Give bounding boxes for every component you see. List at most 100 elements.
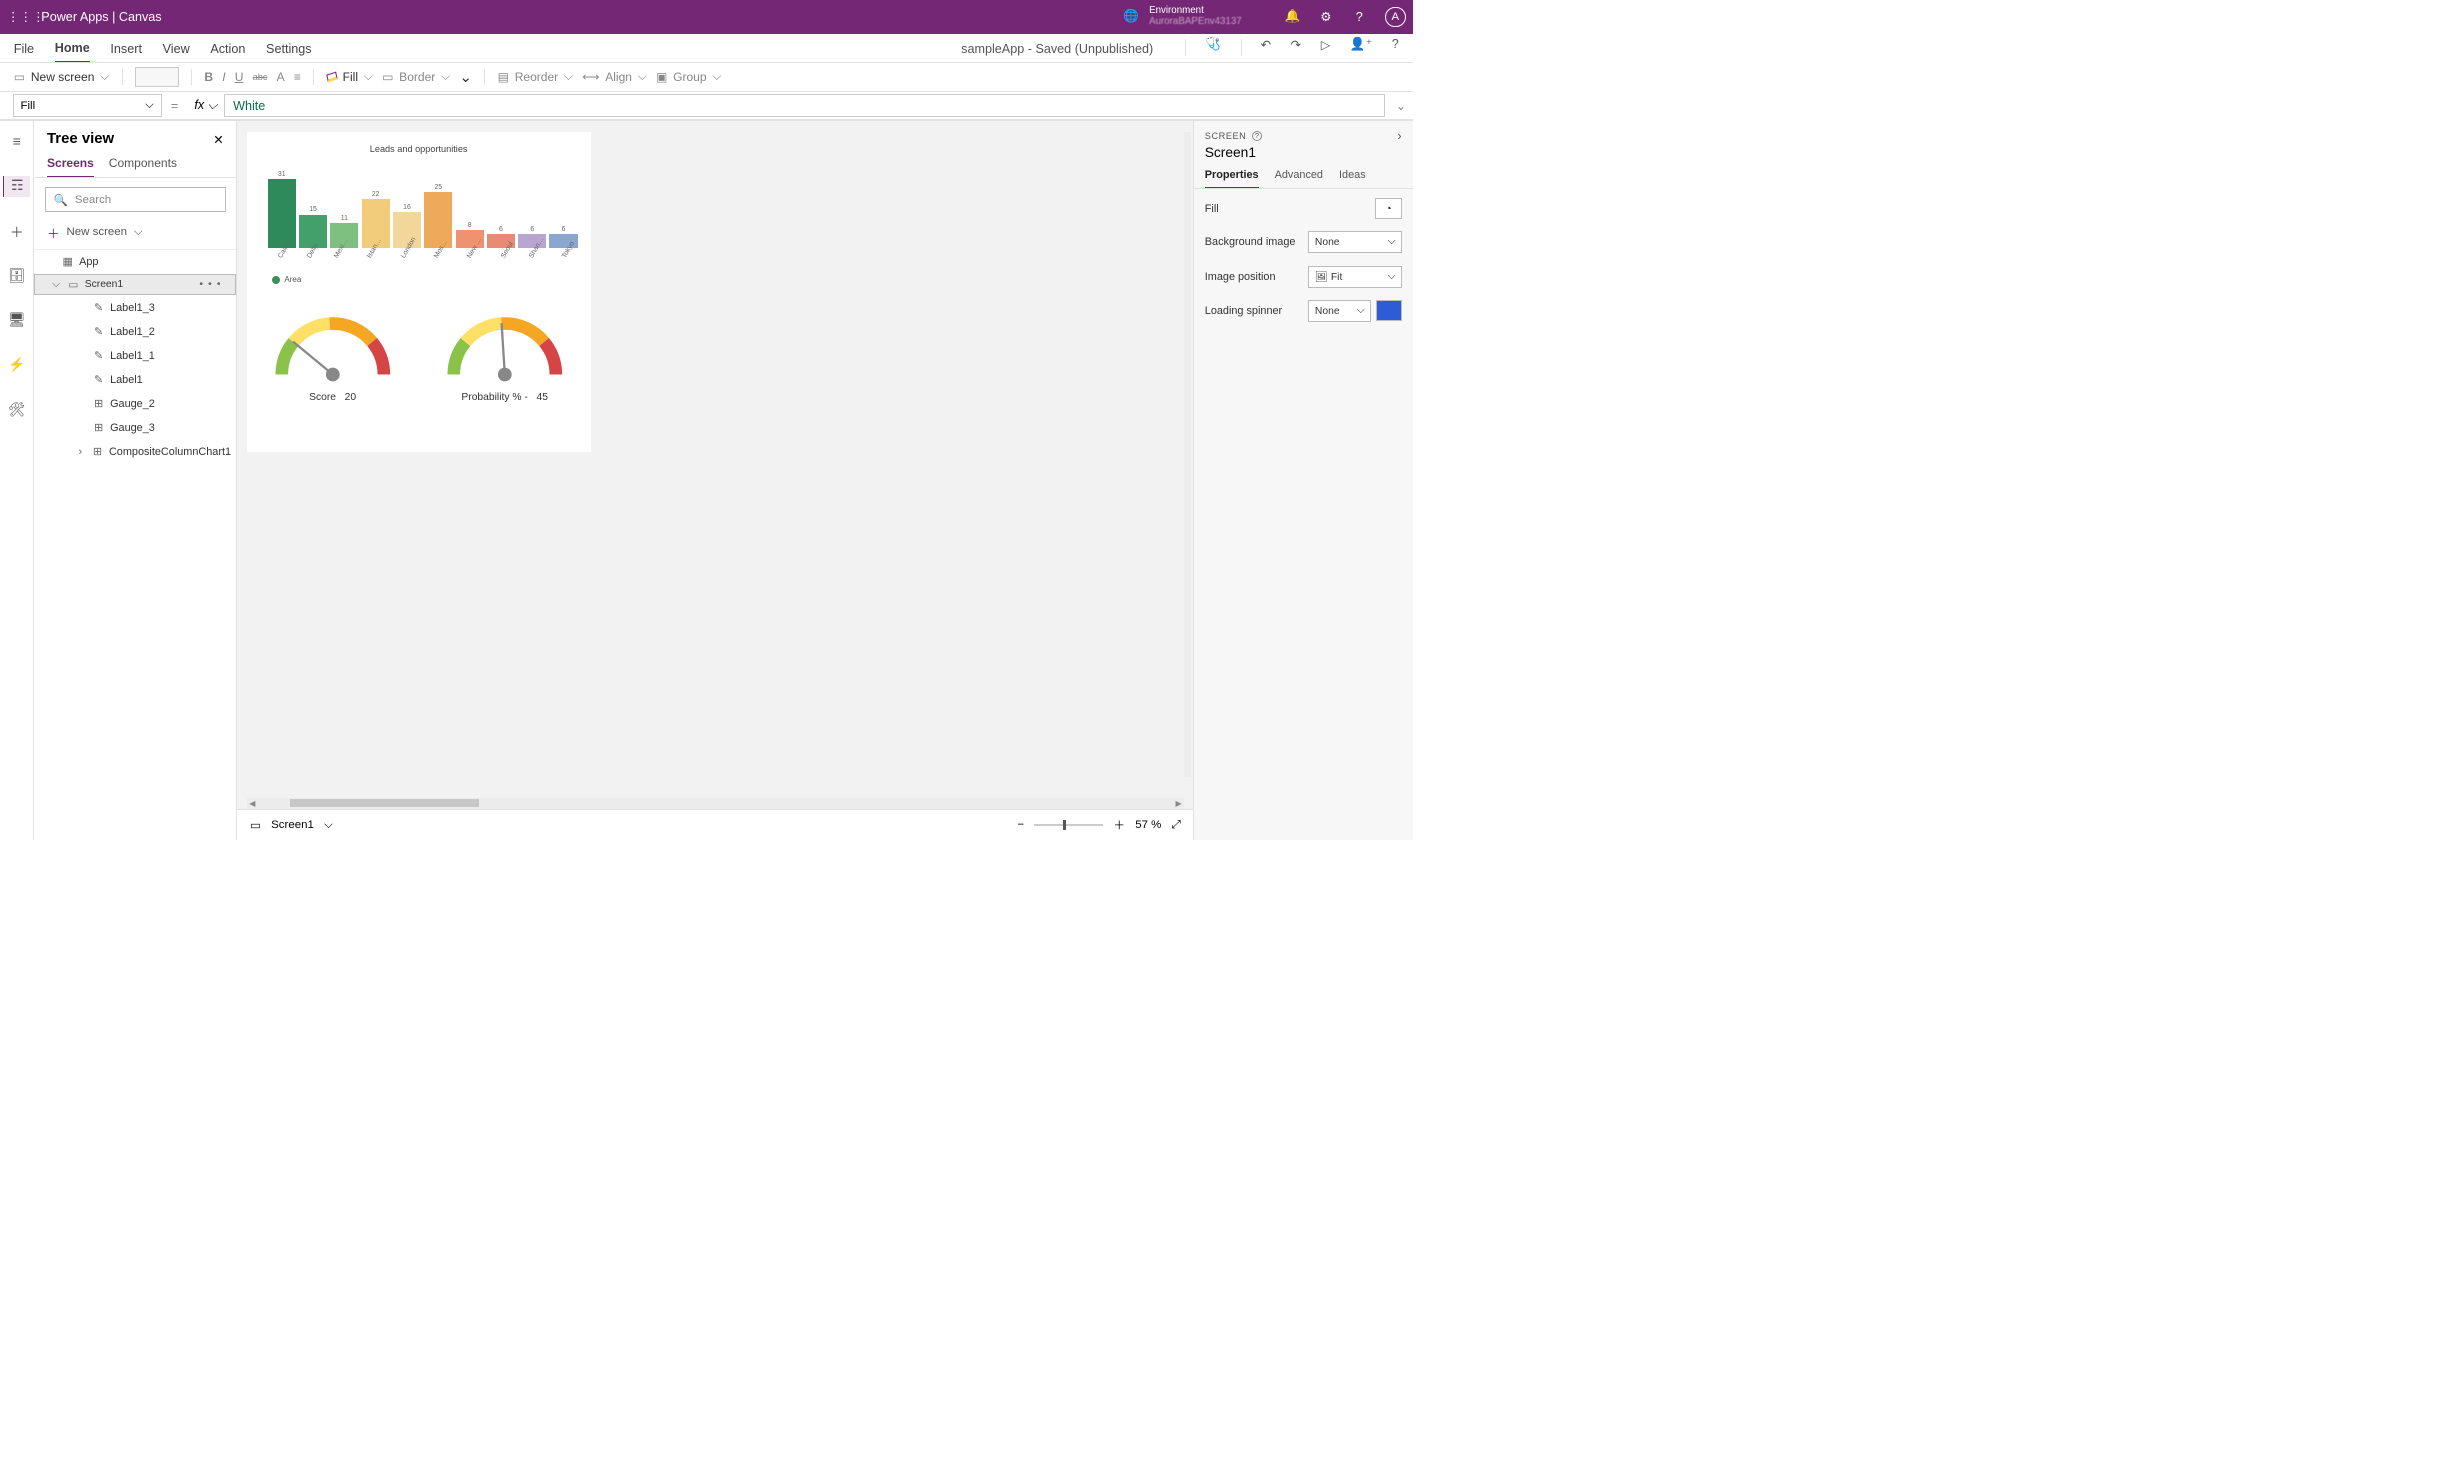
tree-node-more-icon[interactable]: • • • <box>199 279 221 290</box>
app-status: sampleApp - Saved (Unpublished) <box>961 42 1153 62</box>
chevron-down-icon[interactable]: ⌵ <box>324 819 333 832</box>
app-checker-icon[interactable]: 🩺 <box>1205 37 1221 58</box>
info-icon[interactable]: ? <box>1252 131 1262 141</box>
notifications-icon[interactable]: 🔔 <box>1276 9 1309 24</box>
group-button[interactable]: ▣ Group⌵ <box>656 69 721 84</box>
fill-icon <box>326 71 338 82</box>
tree-title: Tree view <box>47 131 114 147</box>
rail-advanced-tools-icon[interactable]: 🛠 <box>3 399 31 420</box>
formula-input[interactable]: White <box>224 94 1385 117</box>
screen-checkbox-icon[interactable]: ▭ <box>250 818 261 832</box>
zoom-in-button[interactable]: ＋ <box>1113 817 1124 833</box>
gauge[interactable]: Probability % - 45 <box>436 300 574 403</box>
help2-icon[interactable]: ? <box>1392 37 1399 57</box>
chart-title: Leads and opportunities <box>247 132 591 153</box>
tree-node-screen1[interactable]: ⌵▭Screen1• • • <box>34 274 236 296</box>
menu-action[interactable]: Action <box>210 42 245 62</box>
chevron-down-icon: ⌵ <box>145 99 154 112</box>
prop-imgpos-label: Image position <box>1205 271 1276 283</box>
play-icon[interactable]: ▷ <box>1321 37 1331 58</box>
design-canvas[interactable]: Leads and opportunities 3115112216258666… <box>247 132 591 452</box>
bar[interactable]: 31 <box>266 171 297 248</box>
app-launcher-icon[interactable]: ⋮⋮⋮ <box>7 9 30 24</box>
menu-view[interactable]: View <box>163 42 190 62</box>
underline-button[interactable]: U <box>235 70 244 84</box>
undo-icon[interactable]: ↶ <box>1261 37 1272 58</box>
align-icon: ⟷ <box>582 70 599 84</box>
tree-node[interactable]: ⊞Gauge_3 <box>34 416 236 440</box>
column-chart[interactable]: 3115112216258666 CairoDelhiMexico ...Ist… <box>266 162 579 271</box>
legend-swatch <box>272 276 280 284</box>
rtab-advanced[interactable]: Advanced <box>1275 169 1323 188</box>
rtab-ideas[interactable]: Ideas <box>1339 169 1366 188</box>
property-selector[interactable]: Fill ⌵ <box>13 94 162 117</box>
tree-node[interactable]: ✎Label1_3 <box>34 295 236 319</box>
chevron-down-icon: ⌵ <box>364 69 373 84</box>
screen-icon: ▭ <box>14 70 25 84</box>
search-icon: 🔍 <box>54 193 68 207</box>
tree-node[interactable]: ›⊞CompositeColumnChart1 <box>34 440 236 464</box>
prop-fill-button[interactable]: ◔ <box>1375 198 1403 219</box>
rail-treeview-icon[interactable]: ☶ <box>3 176 31 197</box>
bold-button[interactable]: B <box>204 70 213 84</box>
tree-tab-screens[interactable]: Screens <box>47 156 94 177</box>
text-align-button[interactable]: ≡ <box>294 70 301 84</box>
font-size-select[interactable] <box>135 67 179 86</box>
status-screen-name[interactable]: Screen1 <box>271 819 314 831</box>
fx-icon[interactable]: fx ⌵ <box>187 98 224 113</box>
tree-node[interactable]: ✎Label1_1 <box>34 344 236 368</box>
prop-bgimage-select[interactable]: None⌵ <box>1308 231 1402 253</box>
rpanel-title: Screen1 <box>1194 145 1412 166</box>
gauge[interactable]: Score 20 <box>264 300 402 403</box>
zoom-slider[interactable] <box>1034 824 1103 826</box>
tree-new-screen-button[interactable]: ＋ New screen ⌵ <box>34 218 236 249</box>
rail-hamburger-icon[interactable]: ≡ <box>3 131 31 152</box>
tree-node-app[interactable]: ▦App <box>34 250 236 274</box>
canvas-vertical-scrollbar[interactable] <box>1184 132 1191 777</box>
fill-button[interactable]: Fill ⌵ <box>327 69 373 84</box>
strike-button[interactable]: abc <box>253 72 268 82</box>
rpanel-kind: SCREEN <box>1205 131 1247 141</box>
redo-icon[interactable]: ↷ <box>1291 37 1302 58</box>
menu-settings[interactable]: Settings <box>266 42 312 62</box>
help-icon[interactable]: ? <box>1343 10 1376 24</box>
prop-spinner-color[interactable] <box>1376 300 1402 321</box>
rail-data-icon[interactable]: 🗄 <box>3 265 31 286</box>
formula-expand-icon[interactable]: ⌄ <box>1390 98 1413 113</box>
rtab-properties[interactable]: Properties <box>1205 169 1259 188</box>
prop-spinner-label: Loading spinner <box>1205 305 1282 317</box>
share-icon[interactable]: 👤⁺ <box>1350 36 1372 58</box>
font-color-button[interactable]: A <box>277 70 285 84</box>
rpanel-collapse-icon[interactable]: › <box>1397 129 1402 143</box>
environment-icon[interactable]: 🌐 <box>1123 9 1139 24</box>
user-avatar[interactable]: A <box>1385 7 1406 28</box>
tree-node[interactable]: ✎Label1 <box>34 368 236 392</box>
tree-tab-components[interactable]: Components <box>109 156 177 177</box>
tree-node[interactable]: ⊞Gauge_2 <box>34 392 236 416</box>
align-button[interactable]: ⟷ Align⌵ <box>582 69 647 84</box>
rail-insert-icon[interactable]: ＋ <box>3 221 31 242</box>
zoom-out-button[interactable]: − <box>1017 819 1024 831</box>
tree-node[interactable]: ✎Label1_2 <box>34 320 236 344</box>
fullscreen-icon[interactable]: ⤢ <box>1172 819 1181 832</box>
canvas-horizontal-scrollbar[interactable]: ◀▶ <box>247 798 1185 809</box>
group-icon: ▣ <box>656 70 667 84</box>
menu-file[interactable]: File <box>14 42 34 62</box>
prop-spinner-select[interactable]: None⌵ <box>1308 300 1371 322</box>
plus-icon: ＋ <box>47 223 60 242</box>
tree-close-icon[interactable]: ✕ <box>213 132 224 147</box>
reorder-button[interactable]: ▤ Reorder⌵ <box>498 69 573 84</box>
expand-chevron-icon[interactable]: ⌄ <box>459 68 472 86</box>
italic-button[interactable]: I <box>222 70 225 84</box>
menu-insert[interactable]: Insert <box>110 42 142 62</box>
rail-powerautomate-icon[interactable]: ⚡ <box>3 355 31 376</box>
reorder-icon: ▤ <box>498 70 509 84</box>
rail-media-icon[interactable]: 🖥 <box>3 310 31 331</box>
border-button[interactable]: ▭ Border ⌵ <box>382 69 450 84</box>
tree-search-input[interactable]: 🔍 Search <box>45 187 226 212</box>
new-screen-button[interactable]: ▭ New screen ⌵ <box>14 69 110 84</box>
border-icon: ▭ <box>382 70 393 84</box>
settings-icon[interactable]: ⚙ <box>1309 9 1342 24</box>
prop-imgpos-select[interactable]: 🖼 Fit⌵ <box>1308 266 1402 288</box>
menu-home[interactable]: Home <box>55 41 90 62</box>
